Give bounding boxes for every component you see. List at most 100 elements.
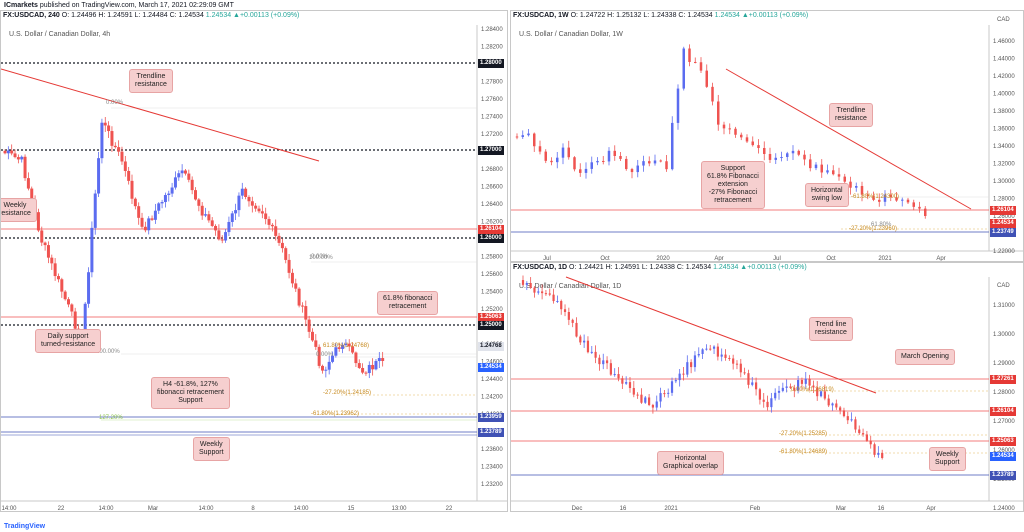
price-tag[interactable]: 1.27000 [478, 146, 504, 155]
price-tag[interactable]: 1.23789 [990, 471, 1016, 480]
price-tag[interactable]: 1.26104 [990, 206, 1016, 215]
chart-canvas-1w[interactable]: CAD 1.46000 1.44000 1.42000 1.40000 1.38000 1.… [511, 11, 1024, 262]
time-tick-label: 2021 [878, 256, 892, 262]
candle-body [809, 159, 812, 169]
time-tick-label: 22 [58, 506, 65, 512]
candle-body [10, 150, 14, 154]
candle-body [163, 195, 167, 203]
symbol-label[interactable]: FX:USDCAD, 1D [513, 264, 568, 271]
price-tag[interactable]: 1.23749 [990, 228, 1016, 237]
time-tick-label: 2020 [656, 256, 670, 262]
fib-label: 0.00% [316, 352, 334, 358]
candle-body [180, 170, 184, 174]
time-tick-label: Apr [936, 256, 945, 262]
price-tag[interactable]: 1.25063 [478, 313, 504, 322]
price-tag[interactable]: 1.24534 [990, 452, 1016, 461]
price-tag[interactable]: 1.26000 [478, 234, 504, 243]
annotation-box[interactable]: Weekly resistance [1, 198, 37, 222]
price-tag[interactable]: 1.26104 [478, 225, 504, 234]
candle-body [644, 397, 647, 403]
candle-body [877, 452, 880, 455]
candle-body [665, 161, 668, 170]
candle-body [826, 170, 829, 173]
candle-body [130, 180, 134, 199]
candle-body [575, 322, 578, 337]
price-tag[interactable]: 1.27261 [990, 375, 1016, 384]
candle-body [693, 355, 697, 368]
candle-body [579, 169, 582, 173]
annotation-box[interactable]: H4 -61.8%, 127% fibonacci retracement Supp… [151, 377, 230, 409]
annotation-box[interactable]: Trendline resistance [829, 103, 873, 127]
candle-body [560, 300, 563, 310]
candle-body [701, 349, 704, 354]
ohlc-low: L: 1.24338 [643, 12, 677, 19]
price-tag[interactable]: 1.28000 [478, 59, 504, 68]
fib-label: 0.00% [311, 254, 329, 260]
annotation-box[interactable]: 61.8% fibonacci retracement [377, 291, 439, 315]
price-tick-label: 1.38000 [993, 109, 1015, 115]
candle-body [552, 294, 555, 302]
candle-body [881, 452, 884, 458]
trendline-resistance [1, 68, 320, 162]
candle-body [816, 387, 819, 397]
price-tick-label: 1.25800 [481, 255, 503, 261]
symbol-label[interactable]: FX:USDCAD, 1W [513, 12, 569, 19]
candle-body [835, 403, 838, 408]
candle-body [697, 353, 700, 356]
price-tag[interactable]: 1.24768 [478, 342, 504, 351]
candle-body [113, 145, 117, 148]
candle-body [157, 203, 161, 211]
ohlc-high: H: 1.25132 [607, 12, 642, 19]
candle-body [630, 169, 634, 173]
price-tag[interactable]: 1.24534 [990, 219, 1016, 228]
price-tag[interactable]: 1.25000 [478, 321, 504, 330]
candle-body [594, 351, 597, 358]
candle-body [682, 48, 685, 89]
candle-body [224, 232, 228, 241]
ohlc-high: H: 1.24591 [605, 264, 640, 271]
candle-body [711, 86, 714, 102]
time-tick-label: Oct [826, 256, 836, 262]
candle-body [137, 206, 141, 218]
candle-body [230, 213, 234, 222]
annotation-box[interactable]: Support 61.8% Fibonacci extension -27% Fibo… [701, 161, 765, 209]
chart-panel-1d[interactable]: FX:USDCAD, 1D O: 1.24421 H: 1.24591 L: 1… [510, 262, 1024, 512]
ohlc-bar: FX:USDCAD, 240 O: 1.24496 H: 1.24591 L: … [3, 12, 299, 19]
annotation-box[interactable]: Horizontal swing low [805, 183, 849, 207]
price-tag[interactable]: 1.23959 [478, 413, 504, 422]
candle-body [344, 343, 348, 345]
candle-body [561, 147, 565, 158]
candle-body [277, 235, 281, 243]
author-name[interactable]: ICmarkets [4, 2, 38, 9]
annotation-box[interactable]: Daily support turned-resistance [35, 329, 102, 353]
annotation-box[interactable]: March Opening [895, 349, 955, 365]
chart-panel-1w[interactable]: FX:USDCAD, 1W O: 1.24722 H: 1.25132 L: 1… [510, 10, 1024, 262]
price-tick-label: 1.31000 [993, 303, 1015, 309]
annotation-box[interactable]: Horizontal Graphical overlap [657, 451, 724, 475]
annotation-box[interactable]: Trend line resistance [809, 317, 853, 341]
time-tick-label: 13:00 [391, 506, 407, 512]
annotation-box[interactable]: Weekly Support [193, 437, 230, 461]
candle-body [636, 165, 639, 173]
annotation-box[interactable]: Trendline resistance [129, 69, 173, 93]
candle-body [609, 363, 612, 375]
chart-panel-4h[interactable]: FX:USDCAD, 240 O: 1.24496 H: 1.24591 L: … [0, 10, 508, 512]
price-tag[interactable]: 1.26104 [990, 407, 1016, 416]
price-tag[interactable]: 1.24534 [478, 363, 504, 372]
candle-body [716, 346, 719, 357]
annotation-box[interactable]: Weekly Support [929, 447, 966, 471]
chart-canvas-1d[interactable]: CAD 1.31000 1.30000 1.29000 1.28000 1.27000 1.… [511, 263, 1024, 512]
candle-body [659, 160, 662, 162]
candle-body [602, 360, 605, 365]
fib-label: 100.00% [309, 255, 333, 261]
price-change: 1.24534 ▲+0.00113 (+0.09%) [713, 264, 807, 271]
price-tag[interactable]: 1.25063 [990, 437, 1016, 446]
chart-canvas-4h[interactable]: 1.28400 1.28200 1.28000 1.27800 1.27600 1.274… [1, 11, 508, 512]
price-tick-label: 1.22000 [993, 249, 1015, 255]
tradingview-logo[interactable]: TradingView [4, 523, 45, 530]
price-tag[interactable]: 1.23789 [478, 428, 504, 437]
candle-body [686, 362, 689, 375]
price-tick-label: 1.26000 [993, 448, 1015, 454]
symbol-label[interactable]: FX:USDCAD, 240 [3, 12, 60, 19]
candle-body [371, 364, 375, 370]
